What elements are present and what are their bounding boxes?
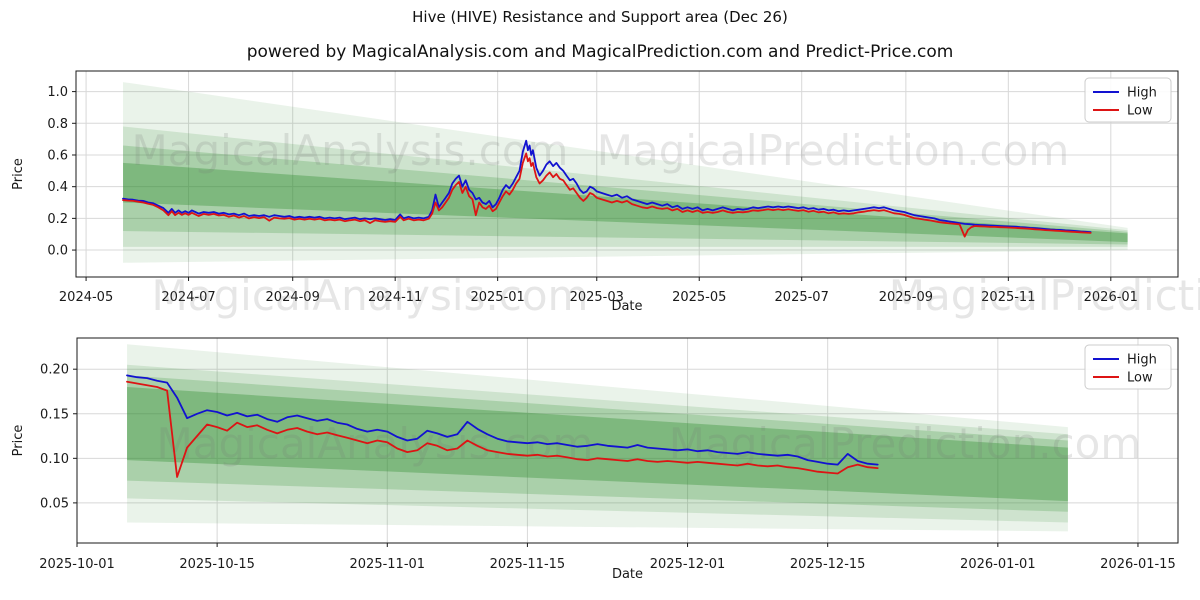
x-tick-label: 2026-01 <box>1084 290 1138 305</box>
watermark-text: MagicalAnalysis.com <box>132 126 569 175</box>
watermark-text: MagicalAnalysis.com <box>157 419 594 468</box>
axes-box <box>75 70 1179 278</box>
y-tick-label: 0.10 <box>40 452 69 467</box>
y-tick-label: 0.20 <box>40 363 69 378</box>
support-resistance-band <box>123 126 1128 247</box>
x-tick-label: 2025-12-15 <box>790 557 866 572</box>
x-tick-label: 2025-11 <box>981 290 1035 305</box>
legend-label: High <box>1127 86 1157 101</box>
x-tick-label: 2025-03 <box>570 290 624 305</box>
x-tick-label: 2025-10-15 <box>179 557 255 572</box>
top-chart: MagicalAnalysis.com MagicalPrediction.com… <box>11 70 1179 314</box>
figure-subtitle: powered by MagicalAnalysis.com and Magic… <box>246 42 954 62</box>
x-tick-label: 2026-01-01 <box>960 557 1036 572</box>
legend: High Low <box>1084 344 1172 390</box>
x-tick-label: 2024-07 <box>161 290 215 305</box>
y-tick-label: 1.0 <box>47 85 68 100</box>
support-resistance-band <box>123 82 1128 263</box>
x-axis-label: Date <box>612 567 643 582</box>
watermark-text: MagicalAnalysis.com <box>152 271 589 320</box>
y-tick-label: 0.8 <box>47 117 68 132</box>
bottom-chart: MagicalAnalysis.com MagicalPrediction.com… <box>11 337 1179 582</box>
x-tick-label: 2025-11-01 <box>350 557 426 572</box>
axes-box <box>76 337 1179 544</box>
x-axis-label: Date <box>611 299 642 314</box>
legend-label: Low <box>1127 371 1153 386</box>
figure-title: Hive (HIVE) Resistance and Support area … <box>412 8 788 26</box>
y-tick-label: 0.0 <box>47 244 68 259</box>
y-tick-label: 0.2 <box>47 212 68 227</box>
x-tick-label: 2025-12-01 <box>650 557 726 572</box>
bottom-chart-high-line <box>126 374 879 466</box>
x-tick-label: 2025-11-15 <box>490 557 566 572</box>
y-tick-label: 0.05 <box>40 496 69 511</box>
watermark-text: MagicalPrediction.com <box>669 419 1142 468</box>
top-chart-high-line <box>122 139 1092 234</box>
y-axis-label: Price <box>11 425 26 457</box>
y-tick-label: 0.6 <box>47 148 68 163</box>
legend-label: Low <box>1127 104 1153 119</box>
x-tick-label: 2025-10-01 <box>39 557 115 572</box>
bottom-chart-low-line <box>126 380 879 478</box>
x-tick-label: 2024-05 <box>59 290 113 305</box>
x-tick-label: 2026-01-15 <box>1100 557 1176 572</box>
y-axis-label: Price <box>11 158 26 190</box>
y-tick-label: 0.4 <box>47 180 68 195</box>
x-tick-label: 2024-11 <box>368 290 422 305</box>
x-tick-label: 2025-05 <box>672 290 726 305</box>
x-tick-label: 2025-09 <box>879 290 933 305</box>
support-resistance-band <box>127 344 1068 532</box>
legend: High Low <box>1084 77 1172 123</box>
watermark-text: MagicalPrediction.com <box>889 271 1200 320</box>
watermark-text: MagicalPrediction.com <box>597 126 1070 175</box>
x-tick-label: 2024-09 <box>266 290 320 305</box>
y-tick-label: 0.15 <box>40 407 69 422</box>
support-resistance-band <box>123 162 1128 243</box>
top-chart-low-line <box>122 152 1092 238</box>
legend-label: High <box>1127 353 1157 368</box>
x-tick-label: 2025-07 <box>775 290 829 305</box>
x-tick-label: 2025-01 <box>470 290 524 305</box>
